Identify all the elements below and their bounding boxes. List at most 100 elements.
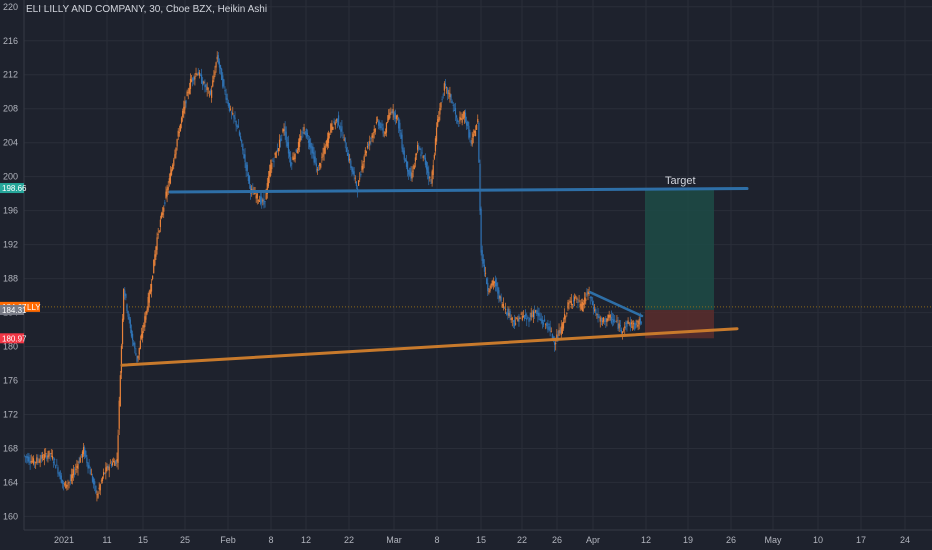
candle-body	[292, 156, 294, 160]
candle-body	[459, 116, 461, 122]
candle-body	[108, 466, 110, 471]
falling-trend-line[interactable]	[588, 290, 644, 318]
candle-body	[506, 312, 508, 315]
candle-body	[314, 156, 316, 163]
candle-body	[610, 317, 612, 323]
candle-body	[366, 146, 369, 148]
candle-body	[615, 321, 617, 322]
candle-body	[396, 115, 399, 117]
candle-body	[221, 68, 223, 81]
candle-body	[502, 303, 504, 308]
x-tick-label: 8	[434, 535, 439, 545]
candle-body	[443, 83, 445, 91]
candle-body	[574, 296, 576, 301]
candle-body	[45, 453, 47, 454]
candle-body	[404, 159, 406, 162]
candle-body	[120, 345, 123, 373]
candle-body	[218, 61, 221, 68]
candle-body	[277, 148, 280, 152]
candle-body	[460, 117, 462, 120]
candle-body	[48, 450, 50, 457]
candle-body	[321, 156, 323, 158]
resistance-line[interactable]	[168, 187, 749, 194]
candle-body	[614, 319, 616, 321]
candle-body	[224, 89, 226, 92]
candle-body	[383, 134, 385, 136]
candle-body	[30, 460, 32, 463]
candle-body	[336, 118, 339, 123]
candle-body	[386, 121, 389, 123]
candle-body	[512, 320, 514, 322]
candle-body	[345, 147, 347, 153]
candle-body	[52, 461, 55, 463]
candle-body	[85, 450, 87, 457]
candle-body	[152, 275, 154, 280]
target-zone	[645, 188, 714, 310]
x-tick-label: 26	[552, 535, 562, 545]
candle-body	[54, 459, 56, 460]
candle-body	[498, 290, 500, 300]
candle-body	[315, 163, 317, 167]
candle-body	[114, 461, 116, 466]
candle-body	[140, 334, 143, 339]
candle-body	[469, 132, 471, 138]
candle-body	[265, 189, 267, 200]
candle-body	[526, 317, 528, 320]
candle-body	[520, 313, 522, 315]
y-tick-label: 196	[3, 206, 18, 216]
x-tick-label: Mar	[386, 535, 402, 545]
candle-body	[313, 152, 315, 163]
candle-body	[189, 78, 192, 89]
candle-body	[309, 139, 311, 148]
candle-body	[433, 154, 435, 159]
y-tick-label: 200	[3, 172, 18, 182]
candle-body	[88, 465, 90, 469]
candle-body	[627, 320, 629, 324]
candle-body	[110, 464, 113, 466]
candle-body	[222, 75, 224, 87]
price-axis[interactable]: 1601641681721761801841881921962002042082…	[0, 0, 41, 530]
candle-body	[337, 115, 340, 126]
candle-body	[172, 164, 174, 171]
y-tick-label: 172	[3, 409, 18, 419]
candle-body	[590, 297, 592, 299]
candle-body	[123, 289, 125, 320]
candle-body	[473, 130, 476, 133]
candle-body	[105, 467, 107, 474]
candle-body	[382, 127, 384, 134]
candle-body	[131, 333, 134, 341]
candle-body	[438, 116, 440, 123]
x-tick-label: 15	[476, 535, 486, 545]
candle-body	[380, 126, 382, 129]
trend-drawings[interactable]	[120, 187, 749, 367]
candle-body	[510, 318, 512, 320]
candle-body	[565, 316, 567, 318]
candle-body	[223, 79, 225, 87]
support-line[interactable]	[120, 327, 739, 367]
time-axis[interactable]: 2021 11 15 25 Feb 8 12 22 Mar 8 15 22 26 Apr 12 19 26 May…	[24, 529, 932, 545]
candle-body	[379, 122, 381, 128]
candle-body	[180, 117, 183, 123]
candle-body	[266, 183, 268, 194]
candle-body	[226, 98, 228, 100]
candle-body	[179, 124, 182, 132]
candle-body	[205, 84, 207, 87]
candle-body	[329, 134, 331, 135]
candle-body	[208, 94, 210, 96]
candle-body	[532, 311, 535, 318]
candle-body	[578, 300, 580, 302]
x-tick-label: Apr	[586, 535, 600, 545]
candle-body	[545, 323, 547, 325]
candle-body	[628, 322, 630, 324]
candle-body	[491, 280, 493, 286]
candle-body	[60, 475, 62, 483]
candle-body	[479, 163, 481, 211]
candle-body	[529, 317, 531, 320]
y-tick-label: 212	[3, 70, 18, 80]
x-tick-label: May	[764, 535, 782, 545]
candle-body	[256, 193, 258, 199]
candle-body	[550, 330, 552, 332]
candle-body	[133, 342, 135, 345]
candle-body	[263, 198, 265, 205]
